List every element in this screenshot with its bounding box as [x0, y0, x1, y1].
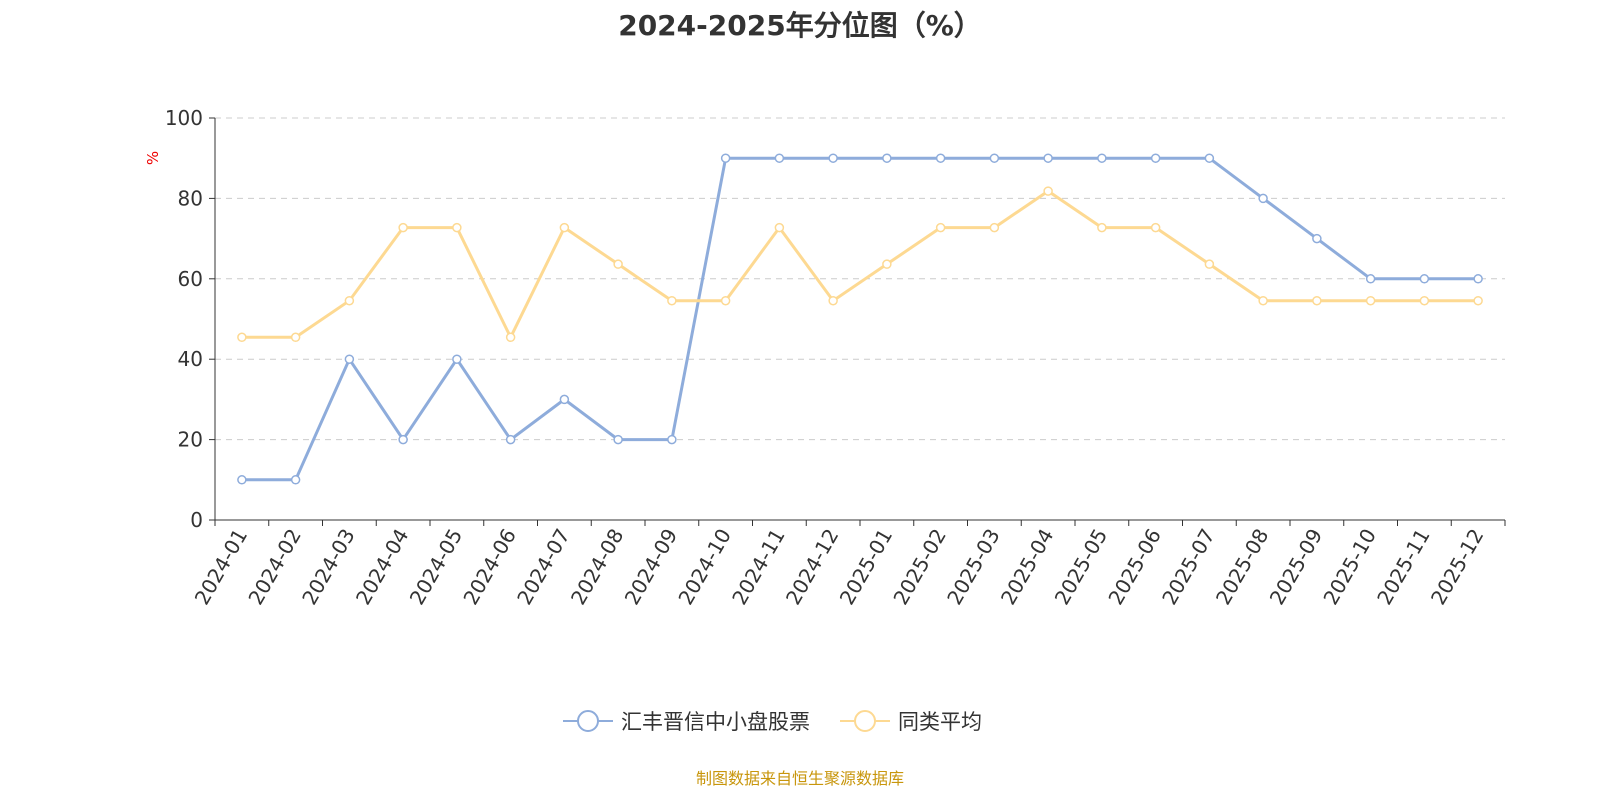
data-point — [1365, 295, 1376, 306]
data-point — [989, 222, 1000, 233]
data-point — [1258, 193, 1268, 204]
data-point — [1150, 222, 1161, 233]
data-point — [935, 222, 946, 233]
data-point — [1365, 274, 1376, 284]
data-point — [505, 332, 516, 343]
y-tick-label: 20 — [178, 428, 203, 452]
data-point — [720, 295, 731, 306]
data-point — [882, 153, 892, 163]
data-point — [1419, 274, 1430, 284]
data-point — [1097, 222, 1107, 233]
data-source-note: 制图数据来自恒生聚源数据库 — [695, 769, 904, 788]
data-point — [1204, 259, 1215, 269]
data-point — [1312, 295, 1322, 306]
data-point — [344, 354, 355, 364]
data-point — [1312, 233, 1322, 244]
data-point — [452, 222, 462, 233]
data-point — [398, 222, 408, 233]
data-point — [1419, 295, 1430, 306]
y-tick-label: 0 — [190, 508, 203, 532]
x-tick-label: 2025-12 — [1426, 525, 1489, 609]
data-point — [398, 434, 408, 445]
data-point — [559, 222, 570, 233]
data-point — [828, 295, 838, 306]
data-point — [935, 153, 946, 163]
data-point — [882, 259, 892, 269]
legend-marker — [577, 710, 599, 732]
y-tick-label: 60 — [178, 267, 203, 291]
chart-title: 2024-2025年分位图（%） — [618, 9, 982, 42]
data-point — [774, 222, 785, 233]
data-point — [344, 295, 355, 306]
y-tick-label: 80 — [178, 186, 203, 210]
data-point — [290, 332, 301, 343]
data-point — [1258, 295, 1268, 306]
y-tick-label: 100 — [165, 106, 203, 130]
legend-marker — [854, 710, 876, 732]
data-point — [452, 354, 462, 364]
series-line-0 — [241, 156, 1479, 482]
data-point — [237, 475, 247, 485]
data-point — [1204, 153, 1215, 163]
data-point — [1473, 274, 1483, 284]
data-point — [828, 153, 838, 163]
legend-label: 汇丰晋信中小盘股票 — [621, 710, 810, 734]
data-point — [989, 153, 1000, 163]
data-point — [237, 332, 247, 343]
data-point — [667, 434, 677, 445]
data-point — [720, 153, 731, 163]
data-point — [1043, 153, 1053, 163]
data-point — [1097, 153, 1107, 163]
data-point — [1150, 153, 1161, 163]
data-point — [1043, 186, 1053, 196]
data-point — [559, 394, 570, 405]
data-point — [774, 153, 785, 163]
data-point — [667, 295, 677, 306]
series-line-1 — [241, 189, 1479, 341]
y-axis-label: % — [144, 151, 162, 165]
data-point — [1473, 295, 1483, 306]
legend-label: 同类平均 — [898, 710, 982, 734]
data-point — [613, 259, 623, 269]
data-point — [290, 475, 301, 485]
y-tick-label: 40 — [178, 347, 203, 371]
data-point — [613, 434, 623, 445]
data-point — [505, 434, 516, 445]
